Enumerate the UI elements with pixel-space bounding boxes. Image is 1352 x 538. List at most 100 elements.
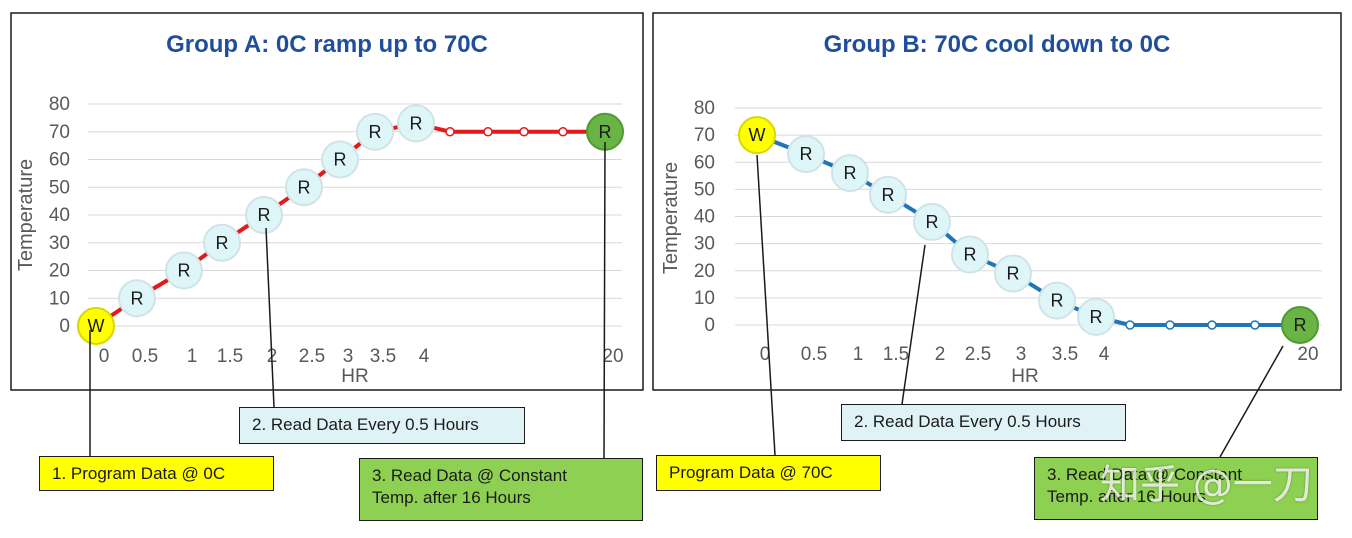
x-axis-label: HR [341, 366, 368, 387]
y-tick-label: 40 [49, 205, 70, 226]
data-point-small [1165, 320, 1175, 330]
callout-b-read-text: 2. Read Data Every 0.5 Hours [854, 412, 1081, 431]
callout-b-program-text: Program Data @ 70C [669, 463, 833, 482]
x-tick-label: 2.5 [299, 346, 325, 367]
data-point-small [558, 127, 568, 137]
marker-label: R [178, 261, 191, 281]
y-tick-label: 10 [694, 288, 715, 309]
marker-label: R [599, 122, 612, 142]
marker-label: R [369, 122, 382, 142]
x-tick-label: 3.5 [1052, 344, 1078, 365]
data-point-small [483, 127, 493, 137]
callout-a-read-text: 2. Read Data Every 0.5 Hours [252, 415, 479, 434]
data-point-read-marker [994, 254, 1032, 293]
x-tick-label: 0 [760, 344, 771, 365]
marker-label: R [410, 113, 423, 133]
callout-leader-line [756, 154, 776, 456]
data-point-read-marker [118, 279, 156, 318]
x-tick-label: 3 [1016, 344, 1027, 365]
marker-label: R [334, 150, 347, 170]
callout-a-const-line2: Temp. after 16 Hours [372, 488, 531, 507]
y-axis-label: Temperature [660, 162, 682, 274]
marker-label: R [926, 212, 939, 232]
callout-a-const-line1: 3. Read Data @ Constant [372, 466, 567, 485]
y-tick-label: 30 [49, 233, 70, 254]
marker-label: R [882, 185, 895, 205]
y-tick-label: 50 [694, 179, 715, 200]
chart-frame [10, 12, 644, 391]
marker-label: R [1007, 263, 1020, 283]
chart-title: Group B: 70C cool down to 0C [824, 31, 1171, 58]
marker-label: W [88, 316, 105, 336]
data-point-read-marker [1077, 297, 1115, 336]
data-point-read-marker [203, 223, 241, 262]
data-point-read-marker [165, 251, 203, 290]
y-tick-label: 10 [49, 288, 70, 309]
data-point-small [1207, 320, 1217, 330]
callout-a-program-data: 1. Program Data @ 0C [39, 456, 274, 491]
data-point-read-marker [1281, 306, 1319, 344]
x-tick-label: 1.5 [217, 346, 243, 367]
marker-label: W [749, 125, 766, 145]
data-point-read-marker [951, 235, 989, 274]
marker-label: R [964, 244, 977, 264]
y-tick-label: 70 [49, 122, 70, 143]
data-point-read-marker [1038, 281, 1076, 320]
x-tick-label: 20 [1297, 344, 1318, 365]
y-tick-label: 0 [59, 316, 70, 337]
chart-frame [652, 12, 1342, 391]
x-tick-label: 4 [419, 346, 430, 367]
data-point-write-marker [738, 116, 776, 155]
marker-label: R [1294, 315, 1307, 335]
chart-title: Group A: 0C ramp up to 70C [166, 31, 488, 58]
marker-label: R [258, 205, 271, 225]
chart-group-b: Group B: 70C cool down to 0C010203040506… [652, 12, 1342, 391]
chart-group-a: Group A: 0C ramp up to 70C01020304050607… [10, 12, 644, 391]
x-tick-label: 1 [187, 346, 198, 367]
y-tick-label: 30 [694, 234, 715, 255]
callout-a-read-every: 2. Read Data Every 0.5 Hours [239, 407, 525, 444]
callout-leader-lines [89, 141, 1284, 459]
x-tick-label: 1.5 [883, 344, 909, 365]
data-point-read-marker [913, 202, 951, 241]
marker-label: R [216, 233, 229, 253]
x-tick-label: 0.5 [801, 344, 827, 365]
y-axis-label: Temperature [15, 159, 37, 271]
data-point-read-marker [869, 175, 907, 214]
marker-label: R [844, 163, 857, 183]
x-tick-label: 20 [602, 346, 623, 367]
callout-b-read-every: 2. Read Data Every 0.5 Hours [841, 404, 1126, 441]
data-point-read-marker [831, 154, 869, 193]
data-point-read-marker [285, 168, 323, 207]
data-point-write-marker [77, 307, 115, 345]
y-tick-label: 80 [694, 98, 715, 119]
y-tick-label: 0 [704, 315, 715, 336]
y-tick-label: 20 [694, 261, 715, 282]
data-point-read-marker [787, 135, 825, 174]
callout-b-constant-temp: 3. Read Data @ Constant Temp. after 16 H… [1034, 457, 1318, 520]
callout-leader-line [603, 141, 606, 459]
data-point-read-marker [356, 112, 394, 151]
x-tick-label: 3.5 [370, 346, 396, 367]
y-tick-label: 50 [49, 177, 70, 198]
data-point-small [1125, 320, 1135, 330]
y-tick-label: 70 [694, 125, 715, 146]
data-point-read-marker [397, 104, 435, 143]
x-tick-label: 0.5 [132, 346, 158, 367]
data-point-small [445, 127, 455, 137]
callout-a-program-text: 1. Program Data @ 0C [52, 464, 226, 483]
data-point-small [1250, 320, 1260, 330]
y-tick-label: 40 [694, 207, 715, 228]
callout-leader-line [1219, 345, 1284, 458]
marker-label: R [1051, 291, 1064, 311]
x-tick-label: 0 [99, 346, 110, 367]
x-tick-label: 2 [935, 344, 946, 365]
y-tick-label: 80 [49, 94, 70, 115]
marker-label: R [800, 144, 813, 164]
marker-label: R [1090, 307, 1103, 327]
marker-label: R [298, 177, 311, 197]
callout-leader-line [901, 244, 926, 405]
callout-leader-line [265, 227, 275, 408]
watermark-text: 知乎 @一刀 [1100, 462, 1313, 508]
